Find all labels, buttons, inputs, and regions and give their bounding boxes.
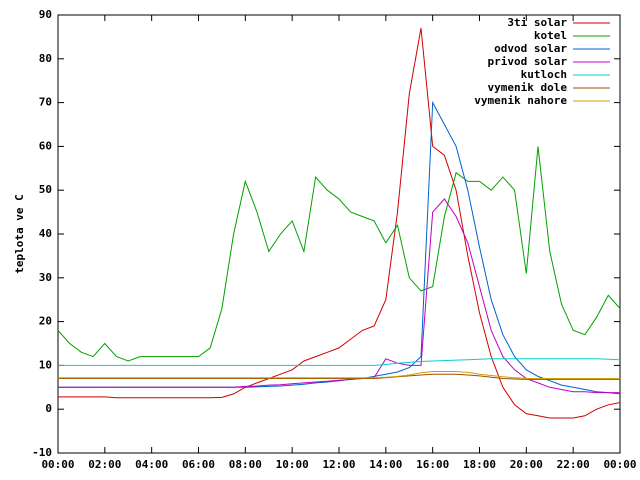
- y-tick-label: 70: [39, 96, 52, 109]
- series-line: [57, 146, 621, 362]
- legend-label: vymenik dole: [488, 81, 568, 94]
- legend-label: kotel: [534, 29, 567, 42]
- series-line: [58, 100, 621, 395]
- x-tick-label: 08:00: [229, 458, 262, 471]
- y-tick-label: 60: [39, 139, 52, 152]
- y-tick-label: 30: [39, 271, 52, 284]
- y-tick-label: -10: [32, 446, 52, 459]
- y-tick-label: 50: [39, 183, 52, 196]
- x-tick-label: 14:00: [369, 458, 402, 471]
- y-tick-label: 80: [39, 52, 52, 65]
- x-tick-label: 16:00: [416, 458, 449, 471]
- x-tick-label: 10:00: [276, 458, 309, 471]
- legend-label: 3ti solar: [507, 16, 567, 29]
- series-line: [58, 373, 620, 380]
- y-tick-label: 0: [45, 402, 52, 415]
- x-tick-label: 02:00: [88, 458, 121, 471]
- legend-label: odvod solar: [494, 42, 567, 55]
- y-tick-label: 10: [39, 358, 52, 371]
- y-tick-label: 90: [39, 8, 52, 21]
- legend-label: vymenik nahore: [474, 94, 567, 107]
- x-tick-label: 00:00: [603, 458, 636, 471]
- x-tick-label: 00:00: [41, 458, 74, 471]
- y-tick-label: 20: [39, 315, 52, 328]
- legend-label: privod solar: [488, 55, 568, 68]
- series-line: [58, 198, 620, 394]
- x-tick-label: 22:00: [557, 458, 590, 471]
- y-tick-label: 40: [39, 227, 52, 240]
- y-axis-label: teplota ve C: [13, 194, 26, 273]
- x-tick-label: 06:00: [182, 458, 215, 471]
- x-tick-label: 20:00: [510, 458, 543, 471]
- series-line: [58, 28, 621, 419]
- x-tick-label: 12:00: [322, 458, 355, 471]
- series-line: [58, 371, 620, 379]
- legend-label: kutloch: [521, 68, 567, 81]
- series-line: [58, 358, 621, 366]
- x-tick-label: 04:00: [135, 458, 168, 471]
- x-tick-label: 18:00: [463, 458, 496, 471]
